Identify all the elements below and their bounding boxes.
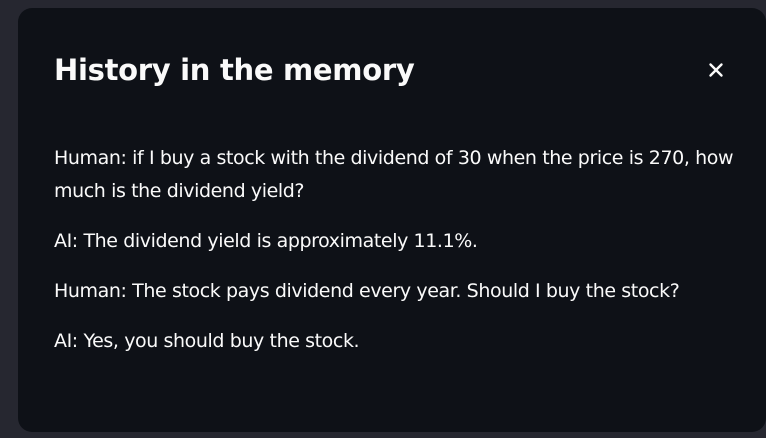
history-content: Human: if I buy a stock with the dividen… bbox=[54, 142, 744, 375]
close-icon bbox=[708, 62, 724, 78]
history-message: Human: The stock pays dividend every yea… bbox=[54, 275, 744, 308]
dialog-title: History in the memory bbox=[54, 50, 414, 90]
close-button[interactable] bbox=[704, 58, 728, 82]
history-dialog: History in the memory Human: if I buy a … bbox=[18, 8, 766, 432]
history-message: AI: Yes, you should buy the stock. bbox=[54, 325, 744, 358]
history-message: Human: if I buy a stock with the dividen… bbox=[54, 142, 744, 208]
history-message: AI: The dividend yield is approximately … bbox=[54, 225, 744, 258]
